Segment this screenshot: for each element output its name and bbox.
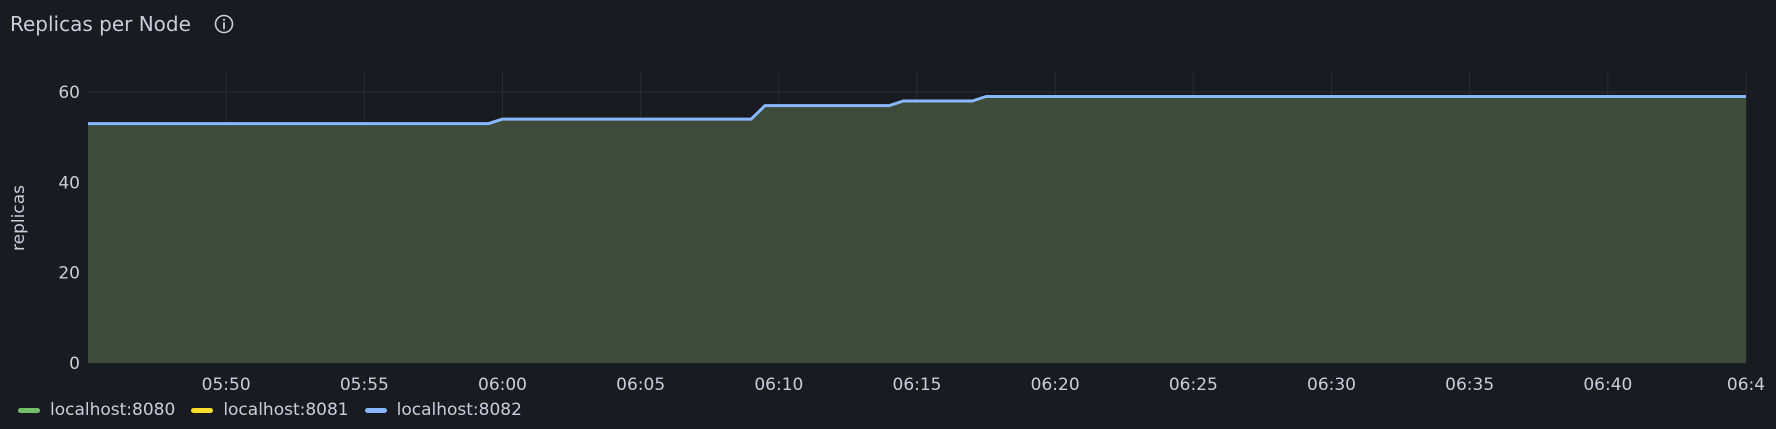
legend-label: localhost:8080 <box>50 400 176 420</box>
y-axis-ticks: 0 20 40 60 <box>58 83 80 374</box>
y-tick-label: 40 <box>58 173 80 193</box>
series-fills <box>88 96 1746 363</box>
x-tick-label: 06:40 <box>1583 375 1632 395</box>
y-tick-label: 60 <box>58 83 80 103</box>
legend-label: localhost:8082 <box>396 400 522 420</box>
series-line-2[interactable] <box>88 95 1746 126</box>
x-tick-label: 06:10 <box>754 375 803 395</box>
series-lines <box>88 95 1746 126</box>
legend-item[interactable]: localhost:8082 <box>364 400 522 420</box>
x-tick-label: 06:30 <box>1307 375 1356 395</box>
legend-swatch <box>191 407 214 413</box>
x-tick-label: 06:20 <box>1031 375 1080 395</box>
y-tick-label: 20 <box>58 264 80 284</box>
series-area-2 <box>88 96 1746 363</box>
x-axis-ticks: 05:50 05:55 06:00 06:05 06:10 06:15 06:20 06:25… <box>202 375 1765 395</box>
panel-title: Replicas per Node <box>10 12 191 36</box>
panel-header: Replicas per Node <box>10 6 235 42</box>
x-tick-label: 06:4 <box>1727 375 1765 395</box>
legend-swatch <box>18 407 40 413</box>
legend-swatch <box>364 407 387 413</box>
x-tick-label: 06:05 <box>616 375 665 395</box>
legend-item[interactable]: localhost:8081 <box>191 400 349 420</box>
x-tick-label: 06:15 <box>893 375 942 395</box>
legend: localhost:8080 localhost:8081 localhost:80… <box>18 400 522 420</box>
info-circle-icon[interactable] <box>213 13 235 35</box>
legend-item[interactable]: localhost:8080 <box>18 400 175 420</box>
legend-label: localhost:8081 <box>223 400 349 420</box>
x-tick-label: 05:50 <box>202 375 251 395</box>
x-tick-label: 06:00 <box>478 375 527 395</box>
y-axis-label: replicas <box>9 185 29 251</box>
x-tick-label: 05:55 <box>340 375 389 395</box>
x-tick-label: 06:25 <box>1169 375 1218 395</box>
y-tick-label: 0 <box>69 354 80 374</box>
x-tick-label: 06:35 <box>1445 375 1494 395</box>
